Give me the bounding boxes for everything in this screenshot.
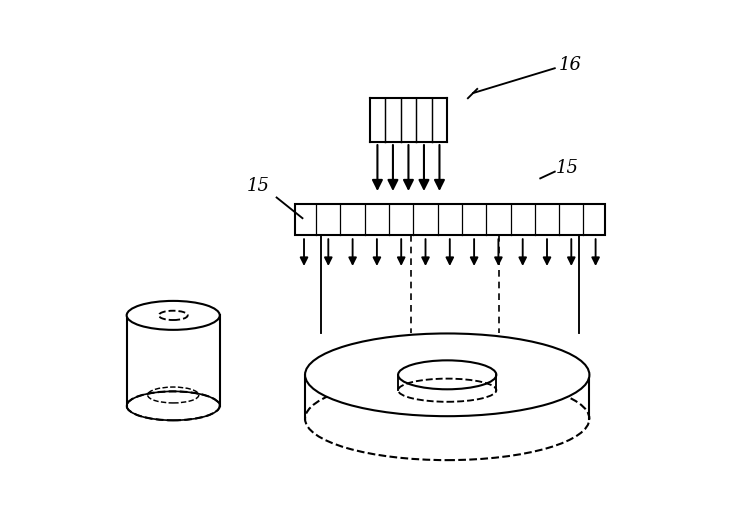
Text: 15: 15 (555, 159, 579, 177)
Ellipse shape (127, 301, 219, 330)
Ellipse shape (398, 360, 496, 389)
Ellipse shape (305, 333, 589, 416)
Text: 15: 15 (247, 177, 270, 195)
Bar (295, 204, 605, 235)
Text: 16: 16 (558, 56, 581, 73)
